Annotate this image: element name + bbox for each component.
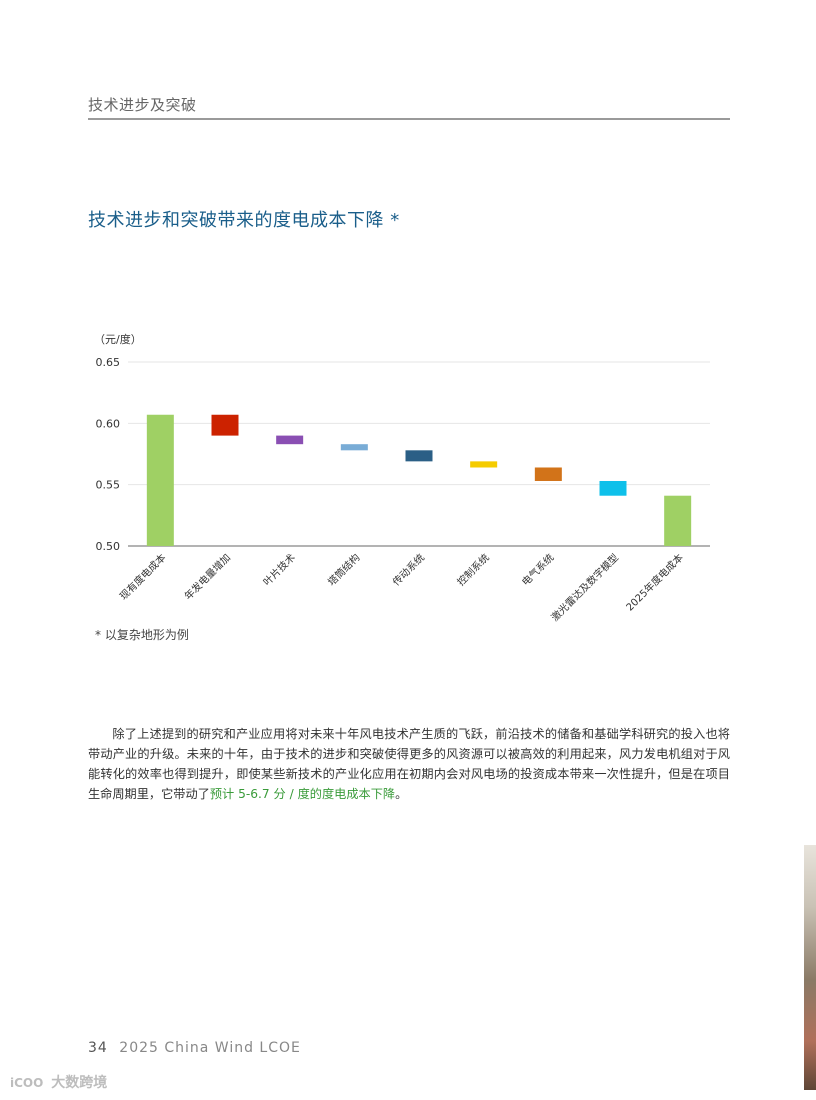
- waterfall-bar: [340, 444, 368, 451]
- x-category-label: 2025年度电成本: [623, 551, 686, 614]
- page-footer: 34 2025 China Wind LCOE: [88, 1040, 301, 1056]
- side-photo-strip: [804, 845, 816, 1090]
- body-highlight: 预计 5-6.7 分 / 度的度电成本下降: [209, 787, 396, 801]
- x-category-label: 激光雷达及数字模型: [548, 551, 621, 624]
- x-category-label: 现有度电成本: [117, 551, 169, 603]
- waterfall-bar: [146, 414, 174, 546]
- waterfall-chart: （元/度） 0.65 0.60 0.55 0.50 现有度电成本 年发电量增加 叶片技术 塔筒结…: [80, 325, 730, 645]
- x-category-label: 控制系统: [454, 551, 491, 588]
- x-category-label: 叶片技术: [260, 551, 297, 588]
- x-category-label: 电气系统: [519, 551, 556, 588]
- body-text-main: 除了上述提到的研究和产业应用将对未来十年风电技术产生质的飞跃，前沿技术的储备和基…: [88, 727, 730, 801]
- waterfall-bar: [405, 450, 433, 462]
- x-category-label: 年发电量增加: [182, 551, 234, 603]
- body-ending: 。: [395, 787, 408, 801]
- waterfall-bar: [276, 435, 304, 445]
- section-header: 技术进步及突破: [88, 94, 730, 120]
- y-tick-label: 0.65: [96, 356, 121, 369]
- publication-name: 2025 China Wind LCOE: [119, 1040, 301, 1056]
- x-category-label: 塔筒结构: [325, 551, 362, 588]
- body-paragraph: 除了上述提到的研究和产业应用将对未来十年风电技术产生质的飞跃，前沿技术的储备和基…: [88, 724, 730, 804]
- y-tick-label: 0.50: [96, 540, 121, 553]
- watermark-logo-icon: iCOO: [10, 1076, 44, 1090]
- waterfall-bar: [599, 480, 627, 496]
- waterfall-bar: [534, 467, 562, 481]
- waterfall-bar: [211, 414, 239, 436]
- watermark-text: 大数跨境: [51, 1075, 108, 1091]
- waterfall-bar: [664, 495, 692, 546]
- chart-footnote: * 以复杂地形为例: [95, 628, 189, 642]
- chart-title: 技术进步和突破带来的度电成本下降 *: [88, 210, 400, 231]
- watermark: iCOO 大数跨境: [10, 1072, 107, 1092]
- y-tick-label: 0.60: [96, 417, 121, 430]
- page-number: 34: [88, 1040, 108, 1056]
- section-title: 技术进步及突破: [88, 96, 197, 114]
- y-unit-label: （元/度）: [94, 332, 142, 346]
- x-category-label: 传动系统: [390, 551, 427, 588]
- y-tick-label: 0.55: [96, 479, 121, 492]
- waterfall-bar: [470, 461, 498, 468]
